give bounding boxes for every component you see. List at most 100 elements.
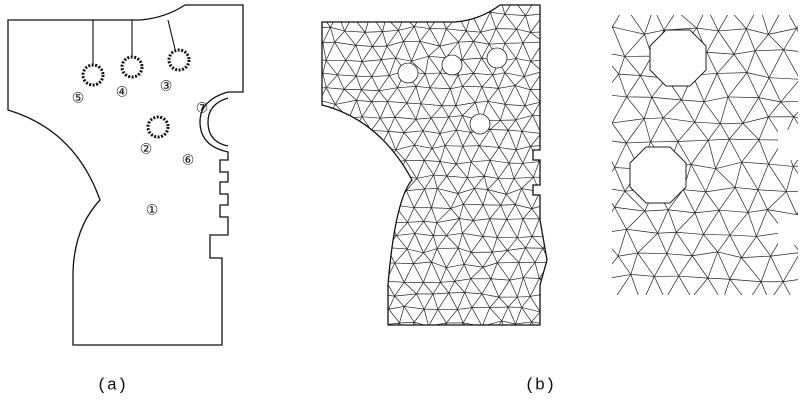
mesh-edge <box>312 322 332 327</box>
mesh-edge <box>432 336 439 351</box>
mesh-edge <box>428 56 440 73</box>
mesh-edge <box>370 193 387 194</box>
mesh-edge <box>499 147 509 163</box>
mesh-edge <box>455 264 465 281</box>
mesh-edge <box>769 78 800 80</box>
mesh-edge <box>797 192 807 215</box>
mesh-edge <box>612 97 627 123</box>
mesh-edge <box>400 350 414 355</box>
mesh-edge <box>463 146 471 162</box>
mesh-edge <box>459 41 474 42</box>
mesh-edge <box>730 258 742 280</box>
mesh-edge <box>450 89 455 106</box>
mesh-edge <box>569 60 583 62</box>
mesh-edge <box>339 118 348 133</box>
mesh-edge <box>380 163 388 177</box>
mesh-edge <box>800 253 807 278</box>
mesh-edge <box>356 76 361 90</box>
mesh-edge <box>311 118 327 119</box>
mesh-edge <box>748 212 756 236</box>
mesh-edge <box>768 34 783 49</box>
mesh-edge <box>473 41 489 44</box>
mesh-edge <box>338 265 347 279</box>
mesh-edge <box>600 229 627 233</box>
mesh-edge <box>346 251 352 265</box>
mesh-edge <box>407 103 421 104</box>
mesh-edge <box>431 208 436 223</box>
mesh-edge <box>602 188 614 208</box>
mesh-edge <box>425 175 434 189</box>
mesh-edge <box>360 178 379 179</box>
mesh-edge <box>729 302 748 320</box>
mesh-edge <box>797 28 807 29</box>
mesh-edge <box>743 117 769 123</box>
mesh-edge <box>602 6 625 9</box>
mesh-edge <box>346 162 355 177</box>
mesh-edge <box>654 8 677 11</box>
mesh-edge <box>625 34 645 56</box>
mesh-edge <box>556 41 576 42</box>
mesh-edge <box>730 212 748 235</box>
mesh-edge <box>483 189 488 204</box>
mesh-edge <box>346 60 357 76</box>
mesh-edge <box>625 304 642 322</box>
mesh-edge <box>695 122 709 140</box>
mesh-edge <box>759 117 768 140</box>
mesh-edge <box>356 32 365 45</box>
mesh-edge <box>508 307 515 324</box>
mesh-edge <box>472 308 482 327</box>
mesh-edge <box>446 268 454 282</box>
mesh-edge <box>797 5 807 28</box>
mesh-edge <box>432 351 445 354</box>
mesh-edge <box>658 210 669 234</box>
mesh-edge <box>323 73 338 75</box>
mesh-edge <box>741 258 761 282</box>
mesh-edge <box>360 326 369 337</box>
mesh-edge <box>312 308 320 327</box>
mesh-edge <box>439 336 454 341</box>
mesh-edge <box>498 85 515 88</box>
mesh-edge <box>549 159 560 177</box>
mesh-edge <box>417 283 424 294</box>
mesh-edge <box>586 209 594 219</box>
mesh-edge <box>771 253 801 257</box>
mesh-edge <box>547 135 561 145</box>
mesh-edge <box>414 208 424 222</box>
mesh-edge <box>423 131 432 149</box>
mesh-edge <box>473 41 481 58</box>
mesh-edge <box>364 130 372 144</box>
mesh-edge <box>398 88 407 103</box>
mesh-edge <box>540 192 553 203</box>
mesh-edge <box>415 0 422 13</box>
mesh-edge <box>428 46 439 56</box>
mesh-edge <box>722 302 747 303</box>
mesh-edge <box>574 191 586 209</box>
mesh-edge <box>378 350 400 353</box>
mesh-edge <box>321 190 335 194</box>
mesh-edge <box>761 256 771 282</box>
mesh-edge <box>717 73 747 74</box>
mesh-edge <box>584 268 594 278</box>
mesh-edge <box>663 118 678 142</box>
mesh-edge <box>490 340 498 355</box>
mesh-edge <box>423 262 431 283</box>
mesh-edge <box>322 236 327 251</box>
mesh-edge <box>557 86 569 101</box>
mesh-edge <box>319 267 329 277</box>
mesh-edge <box>483 205 490 219</box>
mesh-edge <box>463 132 471 146</box>
mesh-edge <box>365 353 379 355</box>
mesh-edge <box>355 130 372 131</box>
mesh-edge <box>322 219 327 236</box>
mesh-edge <box>544 0 549 13</box>
mesh-edge <box>314 149 318 162</box>
mesh-edge <box>463 116 471 133</box>
mesh-edge <box>540 189 559 192</box>
mesh-edge <box>583 162 589 175</box>
mesh-edge <box>430 88 450 89</box>
mesh-edge <box>784 6 797 28</box>
mesh-edge <box>381 203 395 205</box>
mesh-edge <box>320 13 338 14</box>
mesh-edge <box>442 106 449 117</box>
mesh-edge <box>458 0 465 16</box>
